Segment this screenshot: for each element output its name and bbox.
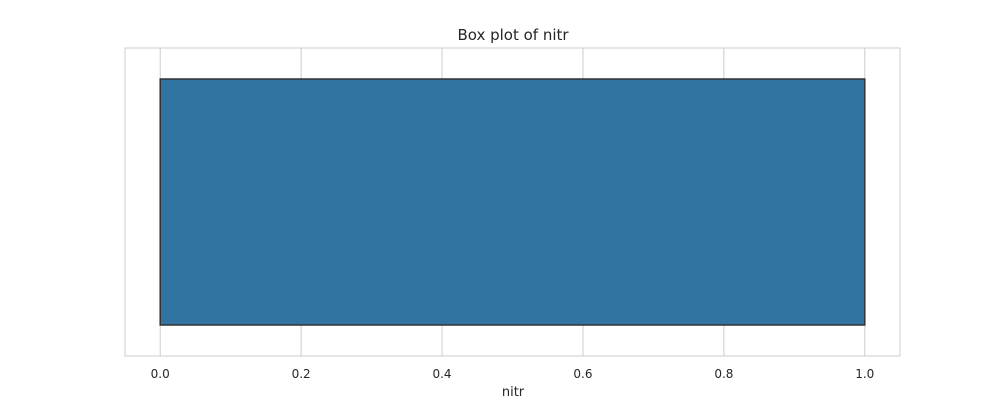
x-tick-label: 0.0 (151, 367, 170, 381)
box-layer (159, 78, 866, 326)
x-tick-label: 1.0 (855, 367, 874, 381)
x-axis-label: nitr (502, 385, 525, 400)
plot-frame (124, 47, 901, 357)
box-iqr (159, 78, 866, 326)
x-tick-labels: 0.0 0.2 0.4 0.6 0.8 1.0 (151, 367, 875, 381)
x-tick-label: 0.4 (432, 367, 451, 381)
x-tick-label: 0.8 (714, 367, 733, 381)
chart-title: Box plot of nitr (457, 26, 569, 44)
x-tick-label: 0.6 (573, 367, 592, 381)
x-tick-label: 0.2 (292, 367, 311, 381)
